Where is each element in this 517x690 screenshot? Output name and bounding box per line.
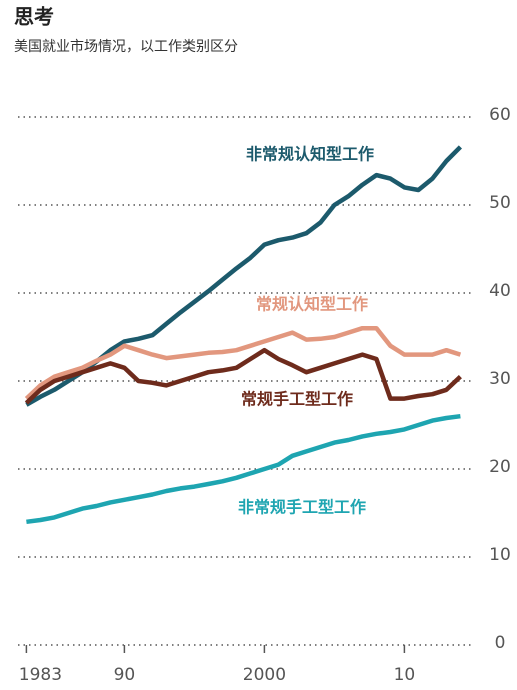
chart-subtitle: 美国就业市场情况，以工作类别区分 [14, 38, 238, 55]
x-tick-label: 2000 [243, 665, 286, 685]
y-tick-label: 0 [495, 633, 506, 653]
y-tick-label: 10 [489, 545, 511, 565]
x-tick-label: 90 [114, 665, 136, 685]
y-tick-label: 60 [489, 105, 511, 125]
y-tick-label: 40 [489, 281, 511, 301]
series-line [24, 347, 462, 405]
series-label: 非常规手工型工作 [238, 498, 366, 517]
y-tick-label: 30 [489, 369, 511, 389]
series-label: 非常规认知型工作 [246, 145, 374, 164]
series-label: 常规手工型工作 [241, 390, 353, 409]
x-tick-label: 1983 [19, 665, 62, 685]
series-line [26, 413, 461, 525]
series-line [25, 145, 462, 407]
series-line [24, 325, 462, 401]
chart-title: 思考 [14, 5, 54, 29]
y-tick-label: 20 [489, 457, 511, 477]
x-tick-label: 10 [394, 665, 416, 685]
y-tick-label: 50 [489, 193, 511, 213]
series-label: 常规认知型工作 [256, 295, 368, 314]
